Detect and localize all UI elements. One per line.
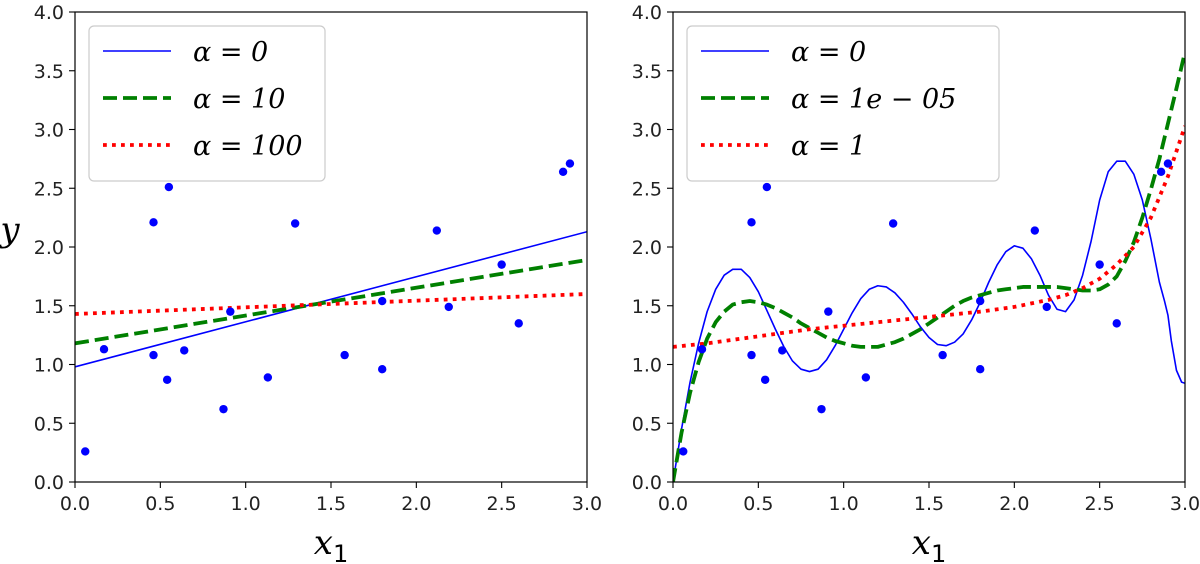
x-axis-label: x1 [912,523,946,564]
data-point [679,447,688,456]
series-line-3 [673,125,1185,349]
legend-label-2: α = 1e − 05 [791,84,956,115]
y-tick-label: 4.0 [34,2,64,24]
x-tick-label: 2.0 [401,493,431,515]
y-tick-label: 1.5 [632,296,662,318]
data-point [1042,302,1051,312]
x-tick-label: 0.5 [743,493,773,515]
data-point [558,167,568,176]
legend-label-3: α = 100 [193,131,303,162]
data-point [162,375,172,384]
data-point [226,307,235,316]
data-point [938,350,947,360]
y-tick-label: 2.5 [34,178,64,200]
data-point [180,346,189,355]
y-tick-label: 2.5 [632,178,662,200]
x-tick-label: 1.5 [316,493,346,515]
y-tick-label: 0.0 [632,472,662,494]
legend: α = 0 α = 1e − 05 α = 1 [686,25,1000,182]
y-tick-label: 1.0 [632,355,662,377]
y-axis-label: y [0,210,20,250]
data-point [1156,167,1166,176]
plot-area [75,159,587,456]
x-tick-label: 2.5 [487,493,517,515]
legend-label-3: α = 1 [791,131,866,162]
x-tick-label: 1.5 [914,493,944,515]
y-tick-label: 1.0 [34,355,64,377]
data-point [762,182,772,192]
data-point [290,219,300,228]
data-point [1095,260,1104,269]
data-point [778,346,787,355]
y-tick-label: 0.0 [34,472,64,494]
panel-1: 0.0 0.5 1.0 1.5 2.0 2.5 3.0 0.0 0.5 1.0 1.5 2.0 2.5 3… [0,2,602,564]
x-tick-label: 0.0 [60,493,90,515]
y-tick-label: 2.0 [632,237,662,259]
series-line-1 [673,160,1185,482]
y-tick-label: 3.5 [34,61,64,83]
data-point [565,159,575,168]
data-point [432,226,442,235]
panel-2: 0.0 0.5 1.0 1.5 2.0 2.5 3.0 0.0 0.5 1.0 1.5 2.0 2.5 3… [632,2,1200,564]
series-line-3 [75,292,587,316]
data-point [263,373,273,382]
data-point [1030,226,1040,235]
data-point [697,345,707,354]
y-tick-label: 2.0 [34,237,64,259]
x-axis-label: x1 [314,523,348,564]
x-tick-label: 1.0 [829,493,859,515]
data-point [1163,159,1173,168]
plot-area [673,51,1185,482]
data-point [149,218,158,227]
data-point [760,375,770,384]
x-tick-label: 2.0 [999,493,1029,515]
data-point [378,296,387,306]
data-point [817,404,826,414]
data-point [497,260,506,269]
x-tick-label: 3.0 [572,493,602,515]
x-tick-label: 3.0 [1170,493,1200,515]
data-point [81,447,90,456]
data-point [340,350,349,360]
data-point [861,373,871,382]
legend-label-1: α = 0 [193,37,268,68]
data-point [976,296,985,306]
data-point [888,219,898,228]
data-point [99,345,109,354]
y-tick-label: 4.0 [632,2,662,24]
legend-label-2: α = 10 [193,84,285,115]
y-tick-label: 0.5 [632,413,662,435]
x-tick-label: 2.5 [1085,493,1115,515]
data-point [164,182,174,192]
data-point [219,404,228,414]
x-tick-label: 1.0 [231,493,261,515]
x-tick-label: 0.0 [658,493,688,515]
y-tick-label: 3.0 [632,120,662,142]
data-point [514,319,523,328]
data-point [444,302,453,312]
series-line-2 [673,51,1185,482]
series-line-1 [75,230,587,368]
y-tick-label: 0.5 [34,413,64,435]
y-tick-label: 3.5 [632,61,662,83]
data-point [1112,319,1121,328]
data-point [824,307,833,316]
legend-label-1: α = 0 [791,37,866,68]
data-point [149,350,158,360]
y-tick-label: 3.0 [34,120,64,142]
series-line-2 [75,258,587,346]
y-tick-label: 1.5 [34,296,64,318]
data-point [747,218,756,227]
x-tick-label: 0.5 [145,493,175,515]
legend: α = 0 α = 10 α = 100 [88,25,326,182]
data-point [976,365,985,374]
legend-box [88,25,326,182]
legend-box [686,25,1000,182]
data-point [747,350,756,360]
data-point [378,365,387,374]
